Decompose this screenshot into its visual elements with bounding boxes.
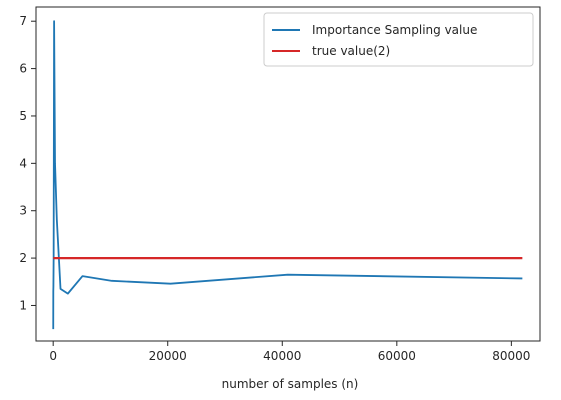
legend-label-true-value-2: true value(2) xyxy=(312,44,390,58)
x-axis-label: number of samples (n) xyxy=(222,377,359,391)
x-tick-label: 80000 xyxy=(492,349,530,363)
y-tick-label: 6 xyxy=(19,62,27,76)
x-tick-label: 20000 xyxy=(149,349,187,363)
legend: Importance Sampling value true value(2) xyxy=(263,12,534,67)
y-tick-label: 5 xyxy=(19,109,27,123)
y-tick-label: 2 xyxy=(19,251,27,265)
y-tick-label: 4 xyxy=(19,156,27,170)
y-tick-label: 1 xyxy=(19,298,27,312)
x-tick-label: 40000 xyxy=(263,349,301,363)
series-layer xyxy=(52,20,523,330)
x-tick-label: 60000 xyxy=(378,349,416,363)
x-axis: 0 20000 40000 60000 80000 xyxy=(49,341,530,363)
y-tick-label: 3 xyxy=(19,204,27,218)
legend-label-importance-sampling-value: Importance Sampling value xyxy=(312,23,477,37)
y-tick-label: 7 xyxy=(19,14,27,28)
series-line-importance-sampling-value xyxy=(52,20,523,330)
legend-box xyxy=(263,12,534,67)
y-axis: 1 2 3 4 5 6 7 xyxy=(19,14,36,312)
x-tick-label: 0 xyxy=(49,349,57,363)
